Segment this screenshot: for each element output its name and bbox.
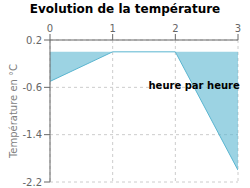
svg-text:1: 1: [109, 23, 115, 34]
svg-text:heure par heure: heure par heure: [148, 80, 239, 91]
svg-text:0: 0: [47, 23, 53, 34]
svg-text:-2.2: -2.2: [22, 177, 42, 188]
svg-text:3: 3: [235, 23, 241, 34]
svg-text:2: 2: [172, 23, 178, 34]
html-text:Evolution de la température: Evolution de la température: [29, 2, 221, 16]
svg-text:Température en °C: Température en °C: [8, 64, 19, 159]
svg-text:-1.4: -1.4: [22, 129, 42, 140]
svg-text:0.2: 0.2: [26, 35, 42, 46]
svg-text:-0.6: -0.6: [22, 82, 42, 93]
